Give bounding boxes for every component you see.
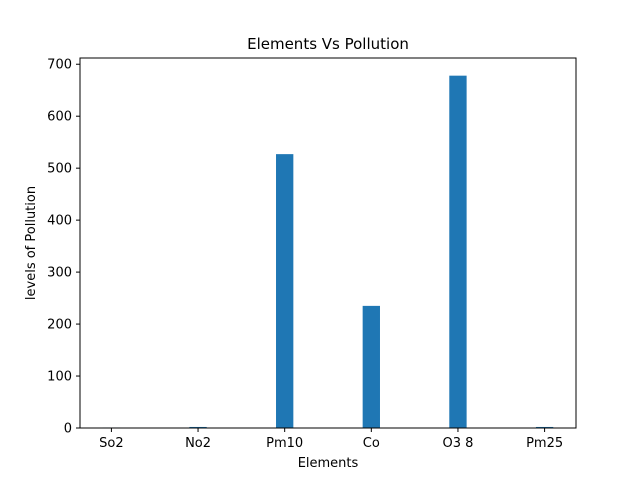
x-tick-label: No2 bbox=[185, 436, 211, 451]
x-axis-label: Elements bbox=[298, 456, 359, 471]
y-tick-label: 0 bbox=[64, 422, 72, 437]
x-tick-label: O3 8 bbox=[442, 436, 473, 451]
y-axis-label: levels of Pollution bbox=[24, 186, 39, 300]
y-axis: 0 100 200 300 400 500 600 700 bbox=[47, 58, 80, 437]
x-tick-label: Pm10 bbox=[266, 436, 303, 451]
y-tick-label: 700 bbox=[47, 58, 72, 73]
y-tick-label: 600 bbox=[47, 110, 72, 125]
x-tick-label: Pm25 bbox=[526, 436, 563, 451]
y-tick-label: 200 bbox=[47, 318, 72, 333]
x-axis: So2 No2 Pm10 Co O3 8 Pm25 bbox=[99, 428, 563, 451]
bar-pm25 bbox=[535, 426, 554, 428]
y-tick-label: 100 bbox=[47, 370, 72, 385]
bar-o3-8 bbox=[449, 75, 467, 428]
bar-no2 bbox=[189, 426, 207, 428]
chart-title: Elements Vs Pollution bbox=[247, 35, 409, 53]
x-tick-label: So2 bbox=[99, 436, 123, 451]
y-tick-label: 500 bbox=[47, 162, 72, 177]
bar-pm10 bbox=[276, 154, 294, 428]
y-tick-label: 300 bbox=[47, 266, 72, 281]
bar-co bbox=[362, 305, 380, 428]
plot-frame bbox=[79, 57, 577, 429]
bars-layer bbox=[102, 75, 554, 428]
y-tick-label: 400 bbox=[47, 214, 72, 229]
x-tick-label: Co bbox=[363, 436, 380, 451]
